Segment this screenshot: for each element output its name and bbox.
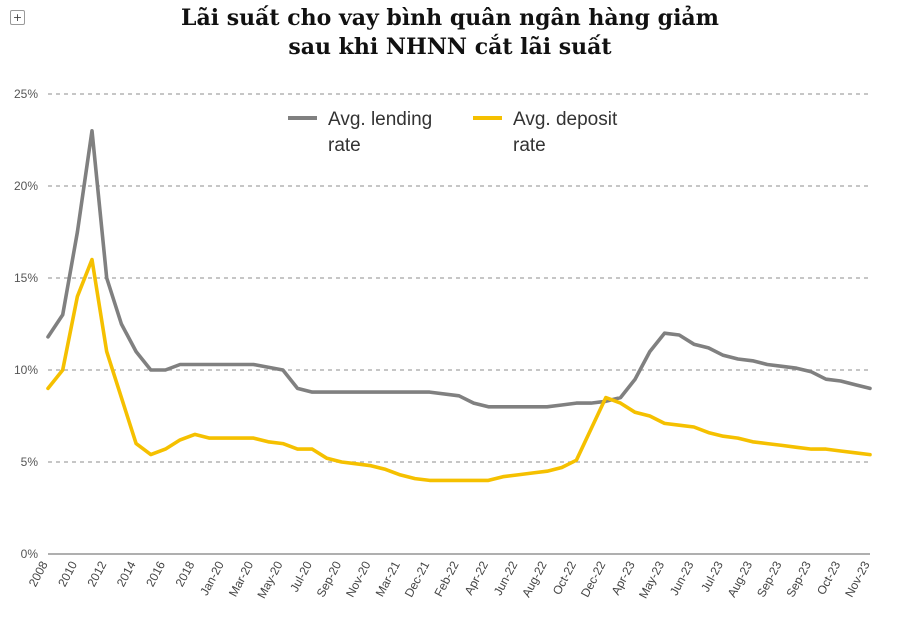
x-tick-label: Apr-23 (609, 559, 638, 598)
y-tick-label: 5% (21, 455, 39, 469)
x-tick-label: 2008 (26, 559, 51, 589)
x-tick-label: May-20 (254, 559, 285, 601)
y-tick-label: 0% (21, 547, 39, 561)
y-tick-label: 15% (14, 271, 38, 285)
x-tick-label: 2018 (173, 559, 198, 589)
legend-label: rate (513, 135, 546, 156)
x-tick-label: Nov-23 (842, 559, 873, 600)
y-axis: 0% 5% 10% 15% 20% 25% (14, 87, 870, 561)
x-tick-label: Jul-20 (287, 559, 315, 595)
x-tick-label: Dec-21 (402, 559, 433, 600)
x-axis: 2008 2010 2012 2014 2016 2018 Jan-20 Mar-20May-… (26, 559, 873, 601)
lending-rate-line (46, 129, 872, 409)
x-tick-label: 2014 (114, 559, 139, 589)
x-tick-label: 2012 (84, 559, 109, 589)
x-tick-label: Aug-23 (725, 559, 756, 600)
x-tick-label: Nov-20 (343, 559, 374, 600)
deposit-rate-line (46, 257, 872, 483)
x-tick-label: Mar-21 (373, 559, 403, 599)
x-tick-label: Jun-23 (667, 559, 697, 598)
x-tick-label: Jul-23 (698, 559, 726, 595)
chart-title-line-1: Lãi suất cho vay bình quân ngân hàng giả… (181, 5, 719, 31)
x-tick-label: Aug-22 (519, 559, 550, 600)
x-tick-label: Oct-22 (550, 559, 579, 598)
y-tick-label: 25% (14, 87, 38, 101)
x-tick-label: Jan-20 (197, 559, 227, 598)
expand-icon[interactable]: + (10, 10, 25, 25)
chart-title: Lãi suất cho vay bình quân ngân hàng giả… (0, 4, 900, 62)
legend-label: Avg. lending (328, 109, 432, 130)
x-tick-label: 2010 (55, 559, 80, 589)
x-tick-label: Jun-22 (491, 559, 521, 598)
x-tick-label: Apr-22 (462, 559, 491, 598)
chart-title-line-2: sau khi NHNN cắt lãi suất (288, 34, 612, 60)
series-lines (46, 129, 872, 483)
x-tick-label: Dec-22 (578, 559, 609, 600)
x-tick-label: Mar-20 (226, 559, 256, 599)
y-tick-label: 10% (14, 363, 38, 377)
legend-label: rate (328, 135, 361, 156)
x-tick-label: Sep-23 (783, 559, 814, 600)
gridlines (48, 93, 870, 463)
x-tick-label: 2016 (143, 559, 168, 589)
legend-label: Avg. deposit (513, 109, 618, 130)
x-tick-label: Feb-22 (431, 559, 461, 599)
x-tick-label: Oct-23 (814, 559, 843, 598)
legend: Avg. lending rate Avg. deposit rate (288, 109, 618, 156)
y-tick-label: 20% (14, 179, 38, 193)
x-tick-label: Sep-20 (314, 559, 345, 600)
x-tick-label: May-23 (636, 559, 667, 601)
x-tick-label: Sep-23 (754, 559, 785, 600)
